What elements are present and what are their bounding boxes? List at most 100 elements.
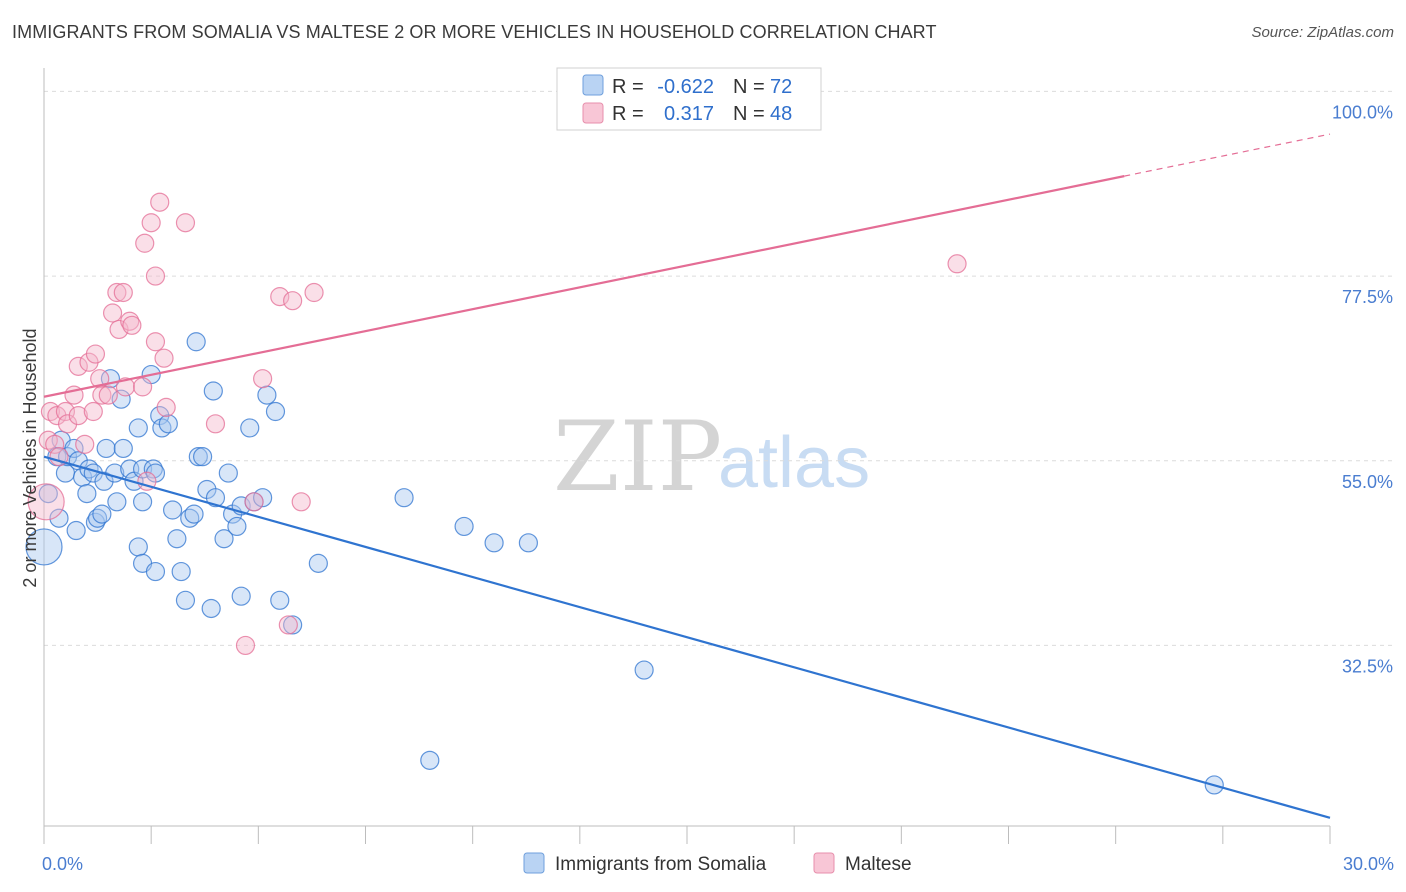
legend-n-value-1: 72 — [770, 76, 792, 98]
somalia-point — [158, 414, 178, 434]
maltese-point — [113, 282, 133, 303]
somalia-point — [167, 529, 187, 549]
maltese-point — [205, 414, 226, 434]
watermark-zip: ZIP — [553, 401, 722, 513]
somalia-point — [77, 483, 97, 504]
somalia-point — [132, 492, 153, 512]
maltese-point — [68, 406, 88, 426]
somalia-trend-line — [43, 455, 1331, 819]
maltese-trend-line — [43, 175, 1125, 398]
somalia-point — [270, 590, 290, 610]
somalia-point — [201, 598, 221, 619]
maltese-point — [947, 254, 967, 274]
maltese-point — [45, 434, 65, 454]
somalia-point — [113, 438, 133, 459]
maltese-point — [90, 369, 110, 389]
maltese-point — [27, 483, 65, 521]
maltese-point — [109, 319, 129, 340]
somalia-point — [175, 590, 196, 610]
maltese-point — [85, 344, 106, 364]
maltese-point — [235, 635, 256, 656]
somalia-point — [193, 447, 213, 467]
somalia-point — [214, 529, 234, 549]
somalia-point — [218, 463, 238, 483]
bottom-legend-label-maltese: Maltese — [845, 854, 912, 875]
gridlines — [44, 90, 1394, 646]
legend-r-value-2: 0.317 — [664, 103, 714, 125]
maltese-point — [102, 303, 123, 323]
tick-labels: 100.0% 77.5% 55.0% 32.5% 0.0% 30.0% — [42, 102, 1394, 874]
maltese-point — [150, 192, 170, 212]
maltese-point — [278, 615, 298, 635]
somalia-points — [25, 332, 1224, 795]
somalia-point — [92, 504, 112, 524]
maltese-point — [175, 213, 196, 233]
x-tick-label: 30.0% — [1343, 854, 1394, 874]
y-tick-label: 55.0% — [1342, 472, 1393, 492]
somalia-point — [94, 471, 114, 491]
maltese-point — [83, 401, 103, 422]
somalia-point — [265, 401, 286, 422]
maltese-point — [244, 492, 264, 512]
chart-title: IMMIGRANTS FROM SOMALIA VS MALTESE 2 OR … — [12, 22, 937, 42]
somalia-point — [186, 332, 206, 352]
watermark-atlas: atlas — [718, 423, 870, 503]
somalia-point — [107, 492, 127, 512]
somalia-point — [484, 533, 504, 553]
legend-r-label-2: R = — [612, 103, 644, 125]
trend-lines — [43, 133, 1331, 819]
somalia-point — [128, 537, 148, 557]
y-tick-label: 32.5% — [1342, 656, 1393, 676]
maltese-point — [98, 385, 118, 405]
y-tick-label: 100.0% — [1332, 102, 1393, 122]
legend-r-value-1: -0.622 — [657, 76, 714, 98]
maltese-point — [156, 397, 176, 418]
source-credit: Source: ZipAtlas.com — [1251, 24, 1394, 41]
somalia-point — [283, 615, 303, 635]
bottom-legend-swatch-maltese — [813, 852, 835, 874]
maltese-point — [154, 348, 174, 368]
somalia-point — [25, 528, 63, 566]
somalia-point — [184, 504, 204, 524]
somalia-point — [231, 586, 251, 606]
maltese-point — [55, 401, 76, 422]
somalia-point — [171, 561, 191, 582]
somalia-point — [188, 447, 208, 467]
somalia-point — [111, 389, 131, 409]
legend-swatch-somalia — [582, 74, 604, 96]
maltese-point — [57, 414, 78, 434]
legend-r-label-1: R = — [612, 76, 644, 98]
somalia-point — [634, 660, 654, 680]
bottom-legend-label-somalia: Immigrants from Somalia — [555, 854, 767, 875]
legend-swatch-maltese — [582, 102, 604, 124]
maltese-point — [135, 233, 155, 253]
maltese-point — [270, 287, 290, 307]
maltese-point — [141, 213, 161, 233]
bottom-legend-swatch-somalia — [523, 852, 545, 874]
somalia-point — [205, 488, 226, 508]
somalia-point — [128, 418, 148, 438]
somalia-point — [163, 500, 183, 520]
somalia-point — [145, 561, 166, 582]
somalia-point — [394, 488, 414, 508]
maltese-point — [291, 492, 311, 512]
series-legend: Immigrants from Somalia Maltese — [523, 852, 912, 875]
somalia-point — [203, 381, 223, 401]
axes — [43, 68, 1331, 844]
legend-n-label-2: N = — [733, 103, 765, 125]
legend-n-label-1: N = — [733, 76, 765, 98]
somalia-point — [132, 459, 153, 479]
maltese-point — [107, 282, 127, 303]
legend-n-value-2: 48 — [770, 103, 792, 125]
maltese-points — [27, 77, 967, 656]
y-tick-label: 77.5% — [1342, 287, 1393, 307]
stats-legend: R = -0.622 N = 72 R = 0.317 N = 48 — [556, 67, 822, 131]
x-tick-label: 0.0% — [42, 854, 83, 874]
maltese-point — [132, 377, 153, 397]
maltese-point — [304, 282, 324, 303]
maltese-point — [145, 332, 166, 352]
somalia-point — [66, 520, 86, 541]
maltese-point — [283, 291, 303, 311]
maltese-point — [122, 315, 142, 335]
